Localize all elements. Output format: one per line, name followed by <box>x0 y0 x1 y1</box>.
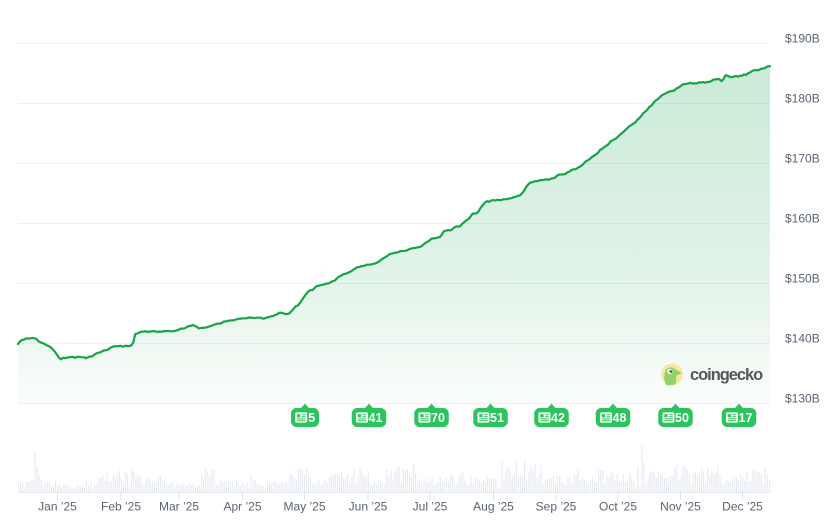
svg-text:70: 70 <box>431 411 445 425</box>
svg-text:May ’25: May ’25 <box>283 499 325 513</box>
svg-text:Jul ’25: Jul ’25 <box>413 499 448 513</box>
svg-text:$190B: $190B <box>785 32 820 46</box>
svg-text:Jan ’25: Jan ’25 <box>38 499 77 513</box>
svg-text:$180B: $180B <box>785 92 820 106</box>
svg-text:Aug ’25: Aug ’25 <box>473 499 514 513</box>
svg-text:Dec ’25: Dec ’25 <box>722 499 763 513</box>
svg-text:50: 50 <box>675 411 689 425</box>
svg-text:Apr ’25: Apr ’25 <box>223 499 261 513</box>
svg-text:coingecko: coingecko <box>690 366 763 384</box>
svg-text:Feb ’25: Feb ’25 <box>101 499 141 513</box>
svg-text:$160B: $160B <box>785 212 820 226</box>
svg-text:$150B: $150B <box>785 272 820 286</box>
svg-text:$140B: $140B <box>785 332 820 346</box>
svg-text:17: 17 <box>739 411 753 425</box>
svg-text:Oct ’25: Oct ’25 <box>599 499 637 513</box>
svg-text:Nov ’25: Nov ’25 <box>660 499 701 513</box>
svg-text:41: 41 <box>369 411 383 425</box>
svg-text:Jun ’25: Jun ’25 <box>349 499 388 513</box>
svg-text:51: 51 <box>490 411 504 425</box>
svg-text:48: 48 <box>613 411 627 425</box>
svg-text:Mar ’25: Mar ’25 <box>159 499 199 513</box>
svg-text:Sep ’25: Sep ’25 <box>536 499 577 513</box>
svg-text:42: 42 <box>551 411 565 425</box>
svg-text:$170B: $170B <box>785 152 820 166</box>
svg-text:5: 5 <box>308 411 315 425</box>
svg-text:$130B: $130B <box>785 392 820 406</box>
